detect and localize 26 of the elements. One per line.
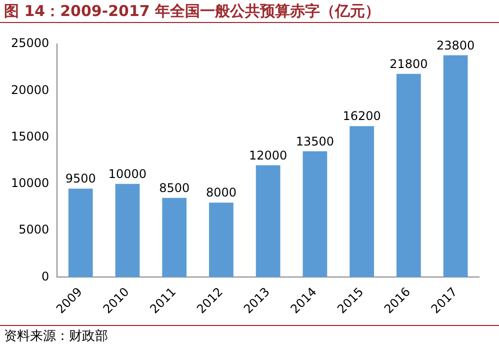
- y-tick-label: 5000: [18, 222, 50, 237]
- data-label: 10000: [108, 167, 147, 182]
- y-tick-label: 25000: [10, 36, 50, 50]
- bar: [115, 184, 140, 278]
- bar: [162, 198, 187, 278]
- bar: [302, 151, 328, 278]
- bar: [443, 55, 468, 278]
- y-tick-label: 10000: [10, 176, 50, 190]
- chart-title: 图 14：2009-2017 年全国一般公共预算赤字（亿元）: [0, 0, 499, 23]
- data-label: 21800: [390, 56, 428, 71]
- data-label: 8500: [159, 181, 190, 196]
- bar: [209, 202, 234, 278]
- y-tick-label: 20000: [10, 82, 50, 97]
- data-label: 13500: [296, 134, 334, 148]
- y-tick-label: 0: [42, 269, 50, 284]
- bar: [256, 165, 280, 278]
- bar: [350, 126, 374, 278]
- bar: [68, 188, 93, 278]
- data-label: 9500: [65, 172, 96, 186]
- data-label: 23800: [436, 38, 475, 52]
- bar: [396, 74, 421, 278]
- text: 资料来源：财政部: [0, 325, 499, 348]
- data-label: 8000: [206, 186, 236, 200]
- data-label: 16200: [342, 109, 381, 124]
- y-tick-label: 15000: [10, 129, 50, 144]
- data-label: 12000: [248, 148, 288, 162]
